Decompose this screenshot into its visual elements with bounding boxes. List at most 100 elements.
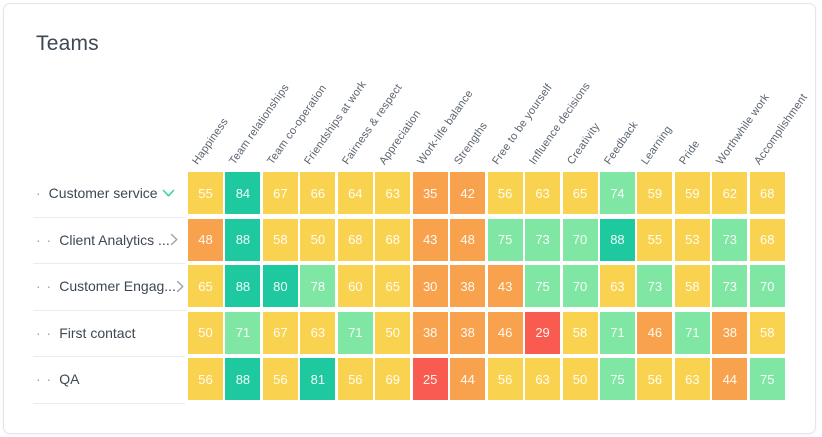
heatmap-cell: 84 [225,172,261,214]
team-row-customer-service[interactable]: · Customer service [36,172,185,214]
column-header-label: Feedback [602,119,641,167]
heatmap-cell: 53 [674,218,710,261]
hierarchy-dots: · · [36,371,53,387]
team-row-qa: · · QA [36,358,185,400]
row-separator [33,263,185,264]
heatmap-cell: 58 [749,311,785,354]
heatmap-cell: 88 [225,218,261,261]
heatmap-cell: 25 [412,358,448,400]
heatmap-cell: 80 [262,265,298,307]
heatmap-cell: 38 [450,265,486,307]
heatmap-cell: 48 [450,218,486,261]
team-name-label: Client Analytics ... [59,231,170,248]
heatmap-cell: 88 [225,265,261,307]
heatmap-cell: 55 [637,218,673,261]
heatmap-cell: 50 [562,358,598,400]
hierarchy-dots: · [36,185,42,201]
heatmap-cell: 75 [525,265,561,307]
heatmap-cell: 70 [562,218,598,261]
heatmap-cell: 64 [337,172,373,214]
heatmap-cell: 63 [300,311,336,354]
heatmap-cell: 67 [262,311,298,354]
heatmap-cell: 71 [225,311,261,354]
heatmap-cell: 65 [188,265,223,307]
page-title: Teams [36,32,99,55]
row-separator [33,309,185,311]
hierarchy-dots: · · [36,324,53,341]
heatmap-cell: 68 [749,218,785,261]
heatmap-cell: 58 [262,218,298,261]
heatmap-cell: 56 [487,358,523,400]
heatmap-cell: 60 [337,265,373,307]
heatmap-cell: 65 [562,172,598,214]
heatmap-cell: 88 [599,218,635,261]
team-row-first-contact: · · First contact [36,312,185,354]
heatmap-cell: 75 [599,358,635,400]
heatmap-cell: 44 [712,358,748,400]
heatmap-cell: 74 [599,172,635,214]
heatmap-cell: 58 [562,311,598,354]
team-name-label: First contact [59,324,136,341]
heatmap-cell: 43 [487,265,523,307]
column-header-label: Learning [639,123,675,167]
heatmap-cell: 68 [375,218,411,261]
heatmap-cell: 55 [188,172,223,214]
chevron-right-icon[interactable] [176,280,185,293]
heatmap-cell: 59 [637,172,673,214]
heatmap-cell: 38 [712,311,748,354]
heatmap-cell: 63 [375,172,411,214]
heatmap-cell: 58 [674,265,710,307]
row-separator [33,216,185,218]
heatmap-cell: 73 [525,218,561,261]
heatmap-cell: 46 [637,311,673,354]
row-separator [33,402,185,404]
heatmap-cell: 73 [712,218,748,261]
heatmap-cell: 50 [188,311,223,354]
heatmap-cell: 56 [637,358,673,400]
team-row-client-analytics[interactable]: · · Client Analytics ... [36,219,185,261]
heatmap-cell: 43 [412,218,448,261]
heatmap-cell: 65 [375,265,411,307]
heatmap-cell: 29 [525,311,561,354]
heatmap-cell: 56 [337,358,373,400]
chevron-right-icon[interactable] [170,233,179,246]
heatmap-cell: 63 [525,172,561,214]
heatmap-cell: 38 [412,311,448,354]
heatmap-cell: 50 [300,218,336,261]
column-header-label: Pride [677,138,703,167]
heatmap-cell: 71 [599,311,635,354]
column-header-label: Happiness [190,116,231,167]
heatmap-cell: 66 [300,172,336,214]
heatmap-cell: 67 [262,172,298,214]
heatmap-cell: 59 [674,172,710,214]
heatmap-cell: 73 [637,265,673,307]
heatmap-cell: 75 [749,358,785,400]
heatmap-cell: 38 [450,311,486,354]
heatmap-cell: 63 [674,358,710,400]
row-separator [33,356,185,357]
heatmap-cell: 88 [225,358,261,400]
heatmap-cell: 70 [749,265,785,307]
hierarchy-dots: · · [36,231,53,248]
heatmap-cell: 68 [749,172,785,214]
heatmap-cell: 48 [188,218,223,261]
heatmap-cell: 30 [412,265,448,307]
hierarchy-dots: · · [36,278,53,294]
heatmap-cell: 56 [188,358,223,400]
heatmap-cell: 71 [674,311,710,354]
team-row-customer-engag[interactable]: · · Customer Engag... [36,265,185,307]
heatmap-cell: 42 [450,172,486,214]
column-header-label: Strengths [452,120,491,167]
heatmap-cell: 78 [300,265,336,307]
heatmap-cell: 56 [487,172,523,214]
heatmap-cell: 75 [487,218,523,261]
heatmap-cell: 62 [712,172,748,214]
chevron-down-icon[interactable] [162,189,175,198]
heatmap-cell: 44 [450,358,486,400]
column-header-label: Creativity [564,120,602,167]
heatmap-cell: 63 [599,265,635,307]
heatmap-cell: 73 [712,265,748,307]
heatmap-cell: 50 [375,311,411,354]
heatmap-cell: 68 [337,218,373,261]
